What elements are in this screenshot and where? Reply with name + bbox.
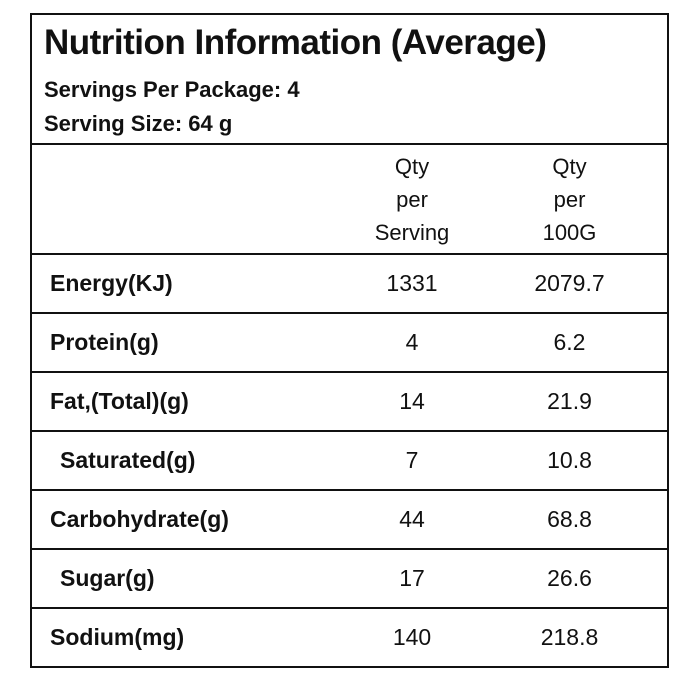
table-row: Energy(KJ) 1331 2079.7: [32, 253, 667, 312]
column-header-per-100g: Qty per 100G: [492, 145, 647, 253]
value-per-100g: 6.2: [553, 329, 586, 355]
serving-size: Serving Size: 64 g: [44, 111, 233, 136]
nutrient-name: Sodium(mg): [50, 624, 185, 650]
table-row: Fat,(Total)(g) 14 21.9: [32, 371, 667, 430]
column-header-line: per: [396, 187, 428, 212]
value-per-serving: 4: [405, 329, 419, 355]
column-header-line: Qty: [394, 154, 430, 179]
value-per-100g: 2079.7: [534, 270, 605, 296]
nutrient-rows: Energy(KJ) 1331 2079.7 Protein(g) 4 6.2 …: [32, 253, 667, 666]
table-row: Saturated(g) 7 10.8: [32, 430, 667, 489]
value-per-serving: 140: [392, 624, 432, 650]
column-header-per-serving: Qty per Serving: [337, 145, 487, 253]
value-per-100g: 218.8: [540, 624, 599, 650]
label-title: Nutrition Information (Average): [44, 23, 547, 62]
nutrient-name: Fat,(Total)(g): [50, 388, 189, 414]
value-per-serving: 44: [399, 506, 425, 532]
value-per-serving: 7: [405, 447, 419, 473]
value-per-serving: 17: [399, 565, 425, 591]
value-per-serving: 14: [399, 388, 425, 414]
value-per-serving: 1331: [386, 270, 438, 296]
label-header: Nutrition Information (Average) Servings…: [32, 15, 667, 145]
table-row: Sodium(mg) 140 218.8: [32, 607, 667, 666]
value-per-100g: 68.8: [547, 506, 592, 532]
column-header-line: per: [553, 187, 586, 212]
column-header-line: Qty: [552, 154, 587, 179]
nutrient-name: Carbohydrate(g): [50, 506, 229, 532]
table-row: Protein(g) 4 6.2: [32, 312, 667, 371]
nutrient-name: Energy(KJ): [50, 270, 173, 296]
table-row: Sugar(g) 17 26.6: [32, 548, 667, 607]
nutrient-name: Protein(g): [50, 329, 159, 355]
nutrient-name: Saturated(g): [60, 447, 196, 473]
column-header-line: 100G: [542, 220, 597, 245]
value-per-100g: 26.6: [547, 565, 592, 591]
nutrient-name: Sugar(g): [60, 565, 155, 591]
value-per-100g: 10.8: [547, 447, 592, 473]
value-per-100g: 21.9: [547, 388, 592, 414]
column-header-line: Serving: [374, 220, 450, 245]
servings-per-package: Servings Per Package: 4: [44, 77, 300, 102]
nutrition-label: Nutrition Information (Average) Servings…: [30, 13, 669, 668]
table-row: Carbohydrate(g) 44 68.8: [32, 489, 667, 548]
